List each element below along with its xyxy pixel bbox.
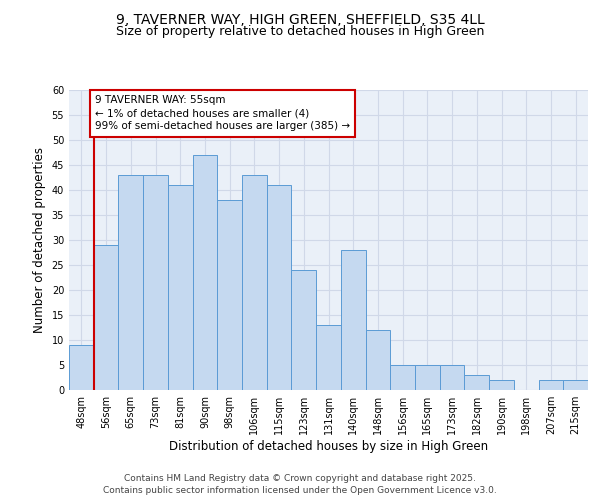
Bar bbox=[539, 380, 563, 390]
Bar bbox=[267, 185, 292, 390]
Bar bbox=[168, 185, 193, 390]
Bar bbox=[292, 270, 316, 390]
Bar bbox=[489, 380, 514, 390]
Bar bbox=[440, 365, 464, 390]
Bar bbox=[464, 375, 489, 390]
Bar bbox=[217, 200, 242, 390]
Bar bbox=[341, 250, 365, 390]
Y-axis label: Number of detached properties: Number of detached properties bbox=[33, 147, 46, 333]
Bar bbox=[365, 330, 390, 390]
Bar bbox=[390, 365, 415, 390]
Bar bbox=[94, 245, 118, 390]
Bar bbox=[242, 175, 267, 390]
Text: Size of property relative to detached houses in High Green: Size of property relative to detached ho… bbox=[116, 25, 484, 38]
Bar bbox=[143, 175, 168, 390]
Bar bbox=[193, 155, 217, 390]
Bar bbox=[415, 365, 440, 390]
Bar bbox=[118, 175, 143, 390]
X-axis label: Distribution of detached houses by size in High Green: Distribution of detached houses by size … bbox=[169, 440, 488, 453]
Text: Contains HM Land Registry data © Crown copyright and database right 2025.
Contai: Contains HM Land Registry data © Crown c… bbox=[103, 474, 497, 495]
Bar bbox=[563, 380, 588, 390]
Bar bbox=[316, 325, 341, 390]
Bar bbox=[69, 345, 94, 390]
Text: 9 TAVERNER WAY: 55sqm
← 1% of detached houses are smaller (4)
99% of semi-detach: 9 TAVERNER WAY: 55sqm ← 1% of detached h… bbox=[95, 95, 350, 132]
Text: 9, TAVERNER WAY, HIGH GREEN, SHEFFIELD, S35 4LL: 9, TAVERNER WAY, HIGH GREEN, SHEFFIELD, … bbox=[116, 12, 484, 26]
